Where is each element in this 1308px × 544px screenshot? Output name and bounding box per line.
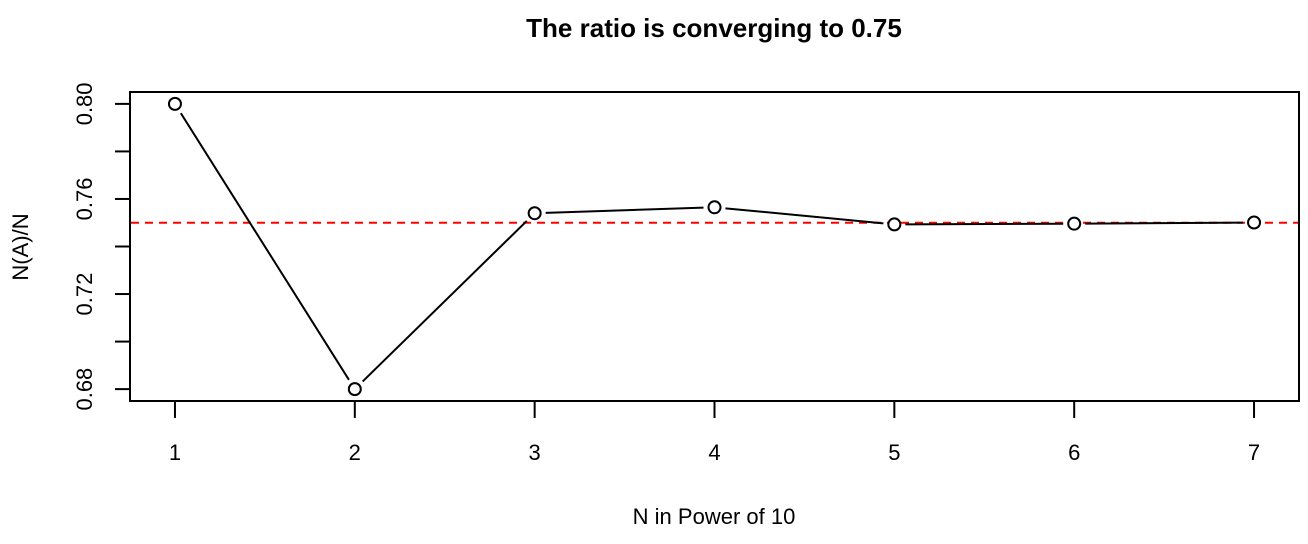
y-tick-label: 0.80 bbox=[72, 82, 97, 125]
data-point bbox=[347, 382, 362, 397]
y-axis-label: N(A)/N bbox=[8, 213, 33, 280]
data-point bbox=[167, 96, 182, 111]
data-point bbox=[1067, 216, 1082, 231]
data-point bbox=[1247, 215, 1262, 230]
x-axis-label: N in Power of 10 bbox=[633, 504, 796, 529]
plot-frame bbox=[129, 91, 1300, 402]
series-line-segment bbox=[179, 112, 350, 381]
x-tick-label: 5 bbox=[888, 440, 900, 465]
data-point bbox=[887, 217, 902, 232]
x-tick-label: 3 bbox=[529, 440, 541, 465]
series-line-segment bbox=[1085, 221, 1244, 225]
plot-area: 1 2 3 4 5 6 7 0.68 0.72 0.76 0.80 bbox=[72, 82, 1300, 465]
series-line-segment bbox=[905, 222, 1064, 226]
x-tick-label: 1 bbox=[169, 440, 181, 465]
y-tick-label: 0.72 bbox=[72, 273, 97, 316]
data-point bbox=[707, 200, 722, 215]
x-tick-label: 6 bbox=[1068, 440, 1080, 465]
y-tick-label: 0.68 bbox=[72, 368, 97, 411]
y-tick-label: 0.76 bbox=[72, 178, 97, 221]
x-tick-label: 7 bbox=[1248, 440, 1260, 465]
chart-title: The ratio is converging to 0.75 bbox=[526, 13, 902, 43]
x-tick-label: 2 bbox=[349, 440, 361, 465]
data-point bbox=[527, 206, 542, 221]
series-line-segment bbox=[725, 207, 884, 225]
series-line-segment bbox=[361, 220, 528, 383]
series-line-segment bbox=[545, 206, 704, 214]
x-tick-label: 4 bbox=[708, 440, 720, 465]
